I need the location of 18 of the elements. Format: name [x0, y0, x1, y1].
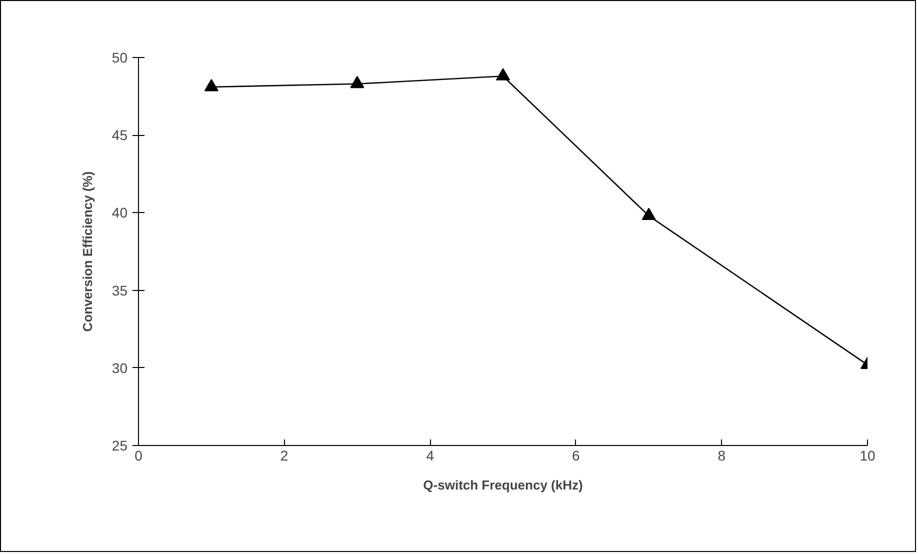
x-tick-label: 2	[280, 448, 288, 464]
point	[496, 68, 510, 80]
point	[350, 76, 364, 88]
y-tick-label: 25	[112, 438, 128, 454]
point	[204, 78, 218, 92]
point	[642, 208, 656, 220]
x-tick-label: 0	[134, 448, 143, 464]
y-tick-label: 30	[112, 360, 128, 376]
x-tick-label: 10	[860, 448, 876, 464]
y-tick-label: 50	[112, 50, 128, 66]
x-tick-label: 8	[718, 448, 726, 464]
x-tick-label: 4	[426, 448, 434, 464]
x-axis-title: Q-switch Frequency (kHz)	[423, 478, 583, 492]
y-tick-label: 35	[112, 282, 128, 298]
y-tick-label: 45	[112, 127, 128, 144]
y-tick-label: 40	[112, 204, 128, 221]
x-tick-label: 6	[572, 448, 580, 464]
y-axis-title: Conversion Efficiency (%)	[80, 171, 95, 332]
